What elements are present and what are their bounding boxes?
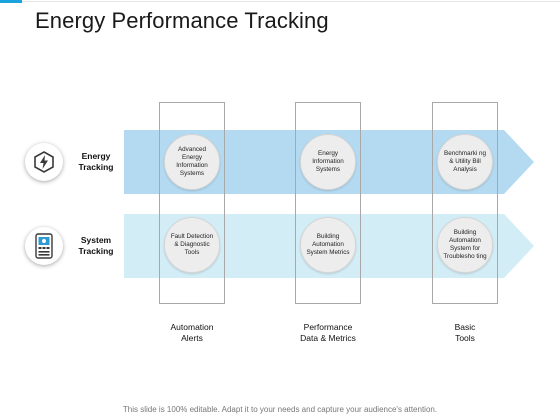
- node-building-automation-troubleshooting: Building Automation System for Troublesh…: [437, 217, 493, 273]
- column-frame-performance-data: [295, 102, 361, 304]
- node-label: Advanced Energy Information Systems: [176, 146, 208, 177]
- column-frame-automation-alerts: [159, 102, 225, 304]
- energy-bolt-icon: [25, 143, 63, 181]
- node-label: Fault Detection & Diagnostic Tools: [170, 233, 214, 256]
- column-frame-basic-tools: [432, 102, 498, 304]
- column-label-automation-alerts: Automation Alerts: [170, 322, 214, 344]
- row-label-energy-tracking: Energy Tracking: [78, 151, 114, 173]
- top-divider: [22, 1, 560, 2]
- node-label: Benchmarki ng & Utility Bill Analysis: [444, 150, 486, 173]
- device-monitor-icon: [25, 227, 63, 265]
- node-label: Building Automation System Metrics: [306, 233, 350, 256]
- page-title: Energy Performance Tracking: [35, 8, 329, 33]
- node-label: Energy Information Systems: [312, 150, 344, 173]
- column-label-basic-tools: Basic Tools: [454, 322, 476, 344]
- node-advanced-energy-information-systems: Advanced Energy Information Systems: [164, 134, 220, 190]
- column-label-performance-data-metrics: Performance Data & Metrics: [300, 322, 356, 344]
- node-energy-information-systems: Energy Information Systems: [300, 134, 356, 190]
- footer-note: This slide is 100% editable. Adapt it to…: [122, 405, 438, 414]
- node-building-automation-system-metrics: Building Automation System Metrics: [300, 217, 356, 273]
- node-benchmarking-utility-bill-analysis: Benchmarki ng & Utility Bill Analysis: [437, 134, 493, 190]
- node-label: Building Automation System for Troublesh…: [443, 229, 487, 260]
- row-label-system-tracking: System Tracking: [78, 235, 114, 257]
- node-fault-detection-diagnostic-tools: Fault Detection & Diagnostic Tools: [164, 217, 220, 273]
- top-accent-bar: [0, 0, 22, 3]
